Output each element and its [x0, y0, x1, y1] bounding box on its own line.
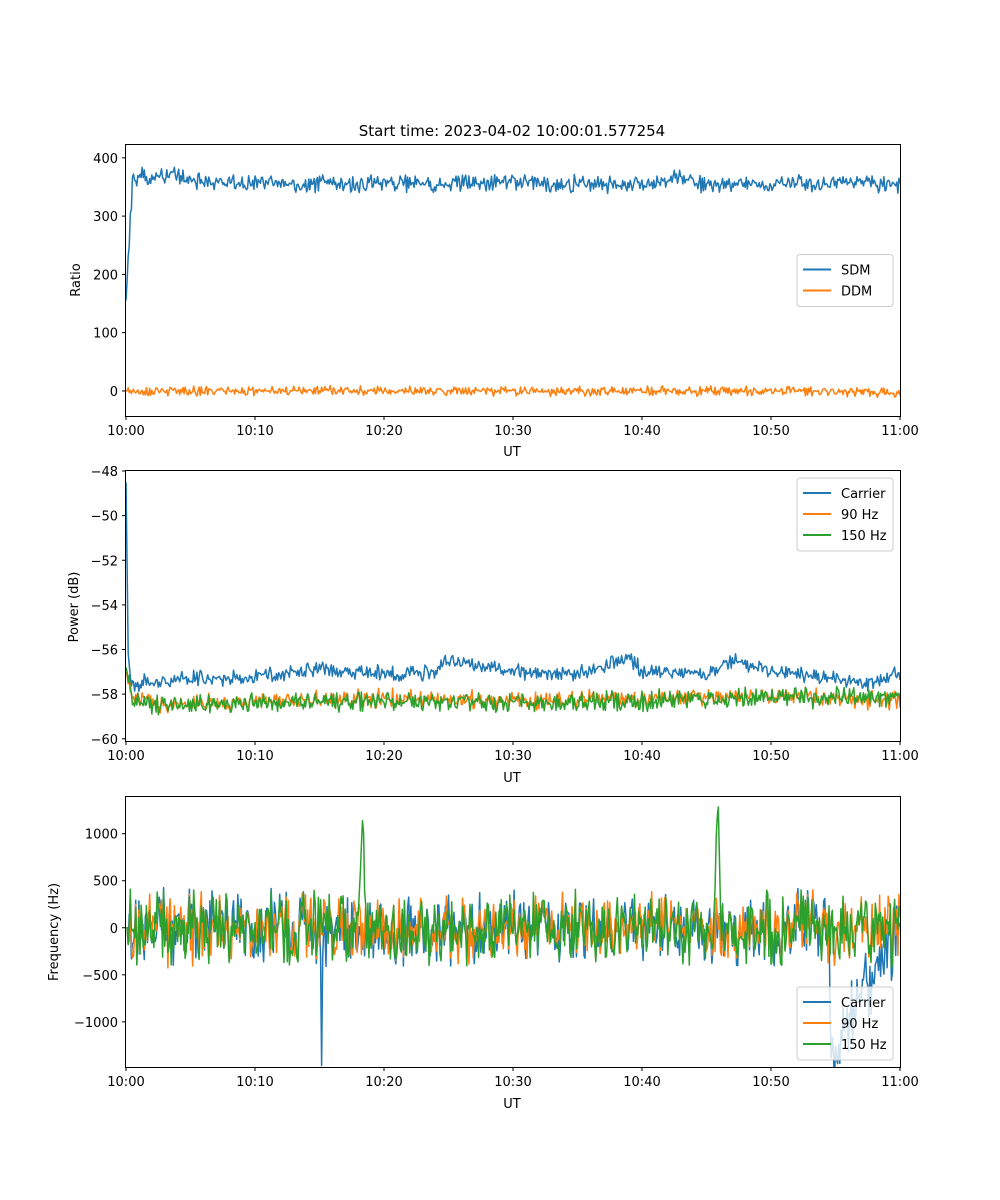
frequency-series-150-hz — [126, 806, 900, 969]
x-tick-label: 10:40 — [623, 1075, 660, 1090]
x-tick-label: 10:30 — [494, 1075, 531, 1090]
legend-label: 150 Hz — [841, 1038, 887, 1053]
legend-label: 90 Hz — [841, 508, 878, 523]
x-tick-label: 10:30 — [494, 424, 531, 439]
y-tick-label: −50 — [91, 510, 118, 525]
legend-frame — [796, 986, 894, 1061]
ratio-panel: Start time: 2023-04-02 10:00:01.577254 1… — [69, 122, 919, 460]
frequency-y-ticks: −1000 −500 0 500 1000 — [74, 828, 126, 1031]
chart-title: Start time: 2023-04-02 10:00:01.577254 — [359, 122, 665, 140]
y-tick-label: −60 — [91, 733, 118, 748]
ratio-x-axis-label: UT — [503, 445, 521, 460]
y-tick-label: −500 — [82, 969, 118, 984]
legend-label: SDM — [841, 264, 870, 279]
x-tick-label: 10:50 — [752, 749, 789, 764]
legend-frame — [796, 254, 894, 307]
x-tick-label: 10:30 — [494, 749, 531, 764]
x-tick-label: 10:10 — [236, 1075, 273, 1090]
y-tick-label: −52 — [91, 554, 118, 569]
y-tick-label: 100 — [93, 327, 118, 342]
ratio-series-sdm — [126, 166, 900, 301]
ratio-legend: SDM DDM — [796, 254, 894, 307]
frequency-y-axis-label: Frequency (Hz) — [47, 883, 62, 981]
y-tick-label: 400 — [93, 152, 118, 167]
x-tick-label: 10:00 — [107, 424, 144, 439]
ratio-y-ticks: 0 100 200 300 400 — [93, 152, 126, 400]
x-tick-label: 10:00 — [107, 749, 144, 764]
ratio-x-ticks: 10:00 10:10 10:20 10:30 10:40 10:50 11:00 — [107, 416, 919, 439]
y-tick-label: 300 — [93, 210, 118, 225]
x-tick-label: 10:00 — [107, 1075, 144, 1090]
x-tick-label: 10:10 — [236, 749, 273, 764]
power-legend: Carrier 90 Hz 150 Hz — [796, 477, 894, 552]
frequency-panel: 10:00 10:10 10:20 10:30 10:40 10:50 11:00 −100… — [47, 796, 919, 1112]
x-tick-label: 10:20 — [365, 749, 402, 764]
y-tick-label: −56 — [91, 644, 118, 659]
legend-label: Carrier — [841, 487, 886, 502]
y-tick-label: 500 — [93, 875, 118, 890]
power-series-carrier — [126, 482, 900, 693]
x-tick-label: 10:50 — [752, 1075, 789, 1090]
x-tick-label: 10:40 — [623, 424, 660, 439]
y-tick-label: 0 — [110, 922, 118, 937]
ratio-series-layer — [126, 166, 900, 399]
x-tick-label: 10:10 — [236, 424, 273, 439]
x-tick-label: 10:20 — [365, 1075, 402, 1090]
y-tick-label: −54 — [91, 599, 118, 614]
frequency-legend: Carrier 90 Hz 150 Hz — [796, 986, 894, 1061]
power-x-ticks: 10:00 10:10 10:20 10:30 10:40 10:50 11:00 — [107, 741, 919, 764]
x-tick-label: 11:00 — [881, 1075, 918, 1090]
legend-frame — [796, 477, 894, 552]
legend-label: 150 Hz — [841, 529, 887, 544]
legend-label: Carrier — [841, 996, 886, 1011]
legend-label: 90 Hz — [841, 1017, 878, 1032]
power-x-axis-label: UT — [503, 771, 521, 786]
frequency-series-layer — [126, 806, 900, 1067]
y-tick-label: 200 — [93, 268, 118, 283]
x-tick-label: 11:00 — [881, 424, 918, 439]
power-y-ticks: −60 −58 −56 −54 −52 −50 −48 — [91, 465, 126, 748]
power-series-layer — [126, 482, 900, 716]
y-tick-label: 1000 — [85, 828, 118, 843]
x-tick-label: 10:20 — [365, 424, 402, 439]
power-series-150-hz — [126, 667, 900, 716]
ratio-series-ddm — [126, 384, 900, 399]
x-tick-label: 11:00 — [881, 749, 918, 764]
x-tick-label: 10:50 — [752, 424, 789, 439]
power-y-axis-label: Power (dB) — [67, 572, 82, 643]
ratio-y-axis-label: Ratio — [69, 263, 84, 296]
frequency-x-ticks: 10:00 10:10 10:20 10:30 10:40 10:50 11:00 — [107, 1067, 919, 1090]
legend-label: DDM — [841, 285, 872, 300]
y-tick-label: −1000 — [74, 1016, 118, 1031]
y-tick-label: −48 — [91, 465, 118, 480]
y-tick-label: −58 — [91, 688, 118, 703]
y-tick-label: 0 — [110, 385, 118, 400]
x-tick-label: 10:40 — [623, 749, 660, 764]
power-panel: 10:00 10:10 10:20 10:30 10:40 10:50 11:00 −60−… — [67, 465, 919, 786]
frequency-x-axis-label: UT — [503, 1097, 521, 1112]
